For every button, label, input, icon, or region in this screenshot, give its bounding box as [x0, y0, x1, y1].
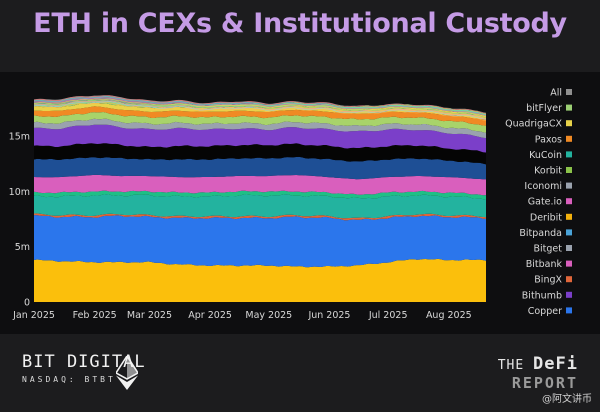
legend-label: bitFlyer: [526, 103, 562, 114]
legend-marker: [566, 291, 572, 298]
legend-label: QuadrigaCX: [505, 119, 562, 130]
legend-marker: [566, 151, 572, 158]
legend-label: Gate.io: [528, 197, 562, 208]
x-tick-label: Apr 2025: [188, 310, 232, 321]
legend-marker: [566, 167, 572, 173]
x-tick-label: Jan 2025: [12, 310, 55, 321]
y-tick-label: 5m: [15, 242, 30, 253]
y-axis-ticks: 0 5m 10m 15m: [9, 132, 30, 309]
legend-label: Paxos: [535, 134, 562, 145]
legend-marker: [566, 120, 572, 127]
legend-label: Bitbank: [526, 259, 563, 270]
legend-marker: [566, 229, 572, 236]
defi-report-the: THE: [497, 358, 534, 373]
area-minor-band: [34, 98, 486, 117]
area-series-deribit: [34, 156, 486, 180]
area-series-paxos: [34, 106, 486, 126]
legend-marker: [566, 135, 572, 142]
watermark: @阿文讲币: [542, 394, 592, 405]
legend-label: Deribit: [530, 212, 562, 223]
defi-report-defi: DeFi: [533, 354, 578, 374]
x-tick-label: Aug 2025: [426, 310, 472, 321]
legend-marker: [566, 213, 572, 220]
ethereum-icon: [116, 356, 138, 390]
x-tick-label: May 2025: [245, 310, 292, 321]
legend-label: All: [550, 88, 562, 99]
legend-marker: [566, 260, 572, 267]
company-name: BIT DIGITAL: [22, 352, 146, 372]
area-series-bitpanda: [34, 174, 486, 196]
legend-label: Copper: [528, 306, 562, 317]
stacked-area-chart: 0 5m 10m 15m Jan 2025 Feb 2025 Mar 2025 Apr 20…: [9, 88, 572, 321]
legend-label: BingX: [534, 275, 562, 286]
area-minor-band: [34, 97, 486, 116]
area-minor-band: [34, 99, 486, 118]
chart-title: ETH in CEXs & Institutional Custody: [33, 8, 567, 39]
x-tick-label: Jun 2025: [307, 310, 350, 321]
legend-label: KuCoin: [529, 150, 562, 161]
bit-digital-logo: BIT DIGITAL NASDAQ: BTBT: [22, 352, 146, 384]
legend-marker: [566, 198, 572, 205]
defi-report-logo: THE DeFi REPORT: [498, 354, 578, 392]
legend-label: Iconomi: [524, 181, 562, 192]
area-series-quadrigacx: [34, 102, 486, 120]
area-series-bitget: [34, 190, 486, 200]
legend-label: Bitpanda: [519, 228, 562, 239]
legend-marker: [566, 104, 572, 111]
legend-marker: [566, 245, 572, 251]
area-minor-band: [34, 100, 486, 119]
legend-marker: [566, 182, 572, 189]
area-series-kucoin: [34, 112, 486, 133]
x-tick-label: Mar 2025: [127, 310, 172, 321]
area-series-bithumb: [34, 215, 486, 268]
y-tick-label: 15m: [9, 132, 30, 143]
legend-label: Bitget: [534, 244, 563, 255]
x-tick-label: Jul 2025: [368, 310, 408, 321]
area-series-group: [34, 95, 486, 302]
x-tick-label: Feb 2025: [73, 310, 117, 321]
x-axis-ticks: Jan 2025 Feb 2025 Mar 2025 Apr 2025 May 2025…: [12, 310, 472, 321]
area-series-iconomi: [34, 124, 486, 153]
y-tick-label: 0: [24, 298, 30, 309]
defi-report-report: REPORT: [511, 374, 578, 392]
area-series-bingx: [34, 213, 486, 221]
legend: All bitFlyer QuadrigaCX Paxos KuCoin Korbit Ic…: [505, 88, 572, 317]
legend-label: Korbit: [534, 166, 562, 177]
legend-marker: [566, 276, 572, 283]
area-series-copper: [34, 258, 486, 302]
area-series-gate-io: [34, 143, 486, 165]
area-series-korbit: [34, 118, 486, 139]
area-series-bitbank: [34, 194, 486, 219]
company-ticker: NASDAQ: BTBT: [22, 375, 116, 384]
legend-marker: [566, 89, 572, 95]
legend-label: Bithumb: [522, 290, 562, 301]
y-tick-label: 10m: [9, 187, 30, 198]
legend-marker: [566, 307, 572, 314]
